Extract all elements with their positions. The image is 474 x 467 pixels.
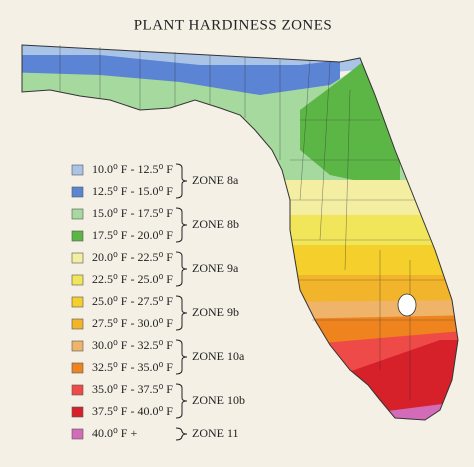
- legend-label: 37.5⁰ F - 40.0⁰ F: [92, 404, 173, 418]
- legend-swatch: [71, 340, 84, 352]
- legend-brace: [175, 295, 188, 331]
- map-title: PLANT HARDINESS ZONES: [134, 17, 333, 33]
- legend-label: 15.0⁰ F - 17.5⁰ F: [92, 206, 173, 220]
- legend-label: 22.5⁰ F - 25.0⁰ F: [92, 272, 173, 286]
- legend-label: 27.5⁰ F - 30.0⁰ F: [92, 316, 173, 330]
- zone-label: ZONE 10a: [192, 349, 245, 363]
- zone-label: ZONE 9a: [192, 261, 239, 275]
- legend-label: 35.0⁰ F - 37.5⁰ F: [92, 382, 173, 396]
- legend-swatch: [71, 208, 84, 220]
- legend-label: 20.0⁰ F - 22.5⁰ F: [92, 250, 173, 264]
- legend: 10.0⁰ F - 12.5⁰ F 12.5⁰ F - 15.0⁰ F ZONE 8…: [71, 162, 245, 441]
- legend-brace: [175, 251, 188, 287]
- legend-swatch: [71, 406, 84, 418]
- legend-label: 40.0⁰ F +: [92, 426, 137, 440]
- zone-label: ZONE 8a: [192, 173, 239, 187]
- legend-swatch: [71, 252, 84, 264]
- zone-band: [340, 340, 458, 420]
- legend-swatch: [71, 296, 84, 308]
- legend-label: 25.0⁰ F - 27.5⁰ F: [92, 294, 173, 308]
- legend-brace: [175, 427, 188, 441]
- legend-swatch: [71, 318, 84, 330]
- lake-okeechobee: [397, 293, 417, 317]
- legend-brace: [175, 163, 188, 199]
- legend-brace: [175, 207, 188, 243]
- legend-label: 17.5⁰ F - 20.0⁰ F: [92, 228, 173, 242]
- zone-label: ZONE 9b: [192, 305, 239, 319]
- legend-brace: [175, 383, 188, 419]
- legend-swatch: [71, 362, 84, 374]
- zone-label: ZONE 10b: [192, 393, 245, 407]
- legend-brace: [175, 339, 188, 375]
- legend-swatch: [71, 164, 84, 176]
- zone-label: ZONE 8b: [192, 217, 239, 231]
- legend-swatch: [71, 230, 84, 242]
- legend-swatch: [71, 186, 84, 198]
- legend-swatch: [71, 428, 84, 440]
- zone-label: ZONE 11: [192, 426, 239, 440]
- legend-swatch: [71, 274, 84, 286]
- legend-label: 12.5⁰ F - 15.0⁰ F: [92, 184, 173, 198]
- zone-band: [22, 55, 340, 100]
- legend-label: 30.0⁰ F - 32.5⁰ F: [92, 338, 173, 352]
- county-lines: [59, 45, 455, 400]
- legend-label: 10.0⁰ F - 12.5⁰ F: [92, 162, 173, 176]
- legend-label: 32.5⁰ F - 35.0⁰ F: [92, 360, 173, 374]
- legend-swatch: [71, 384, 84, 396]
